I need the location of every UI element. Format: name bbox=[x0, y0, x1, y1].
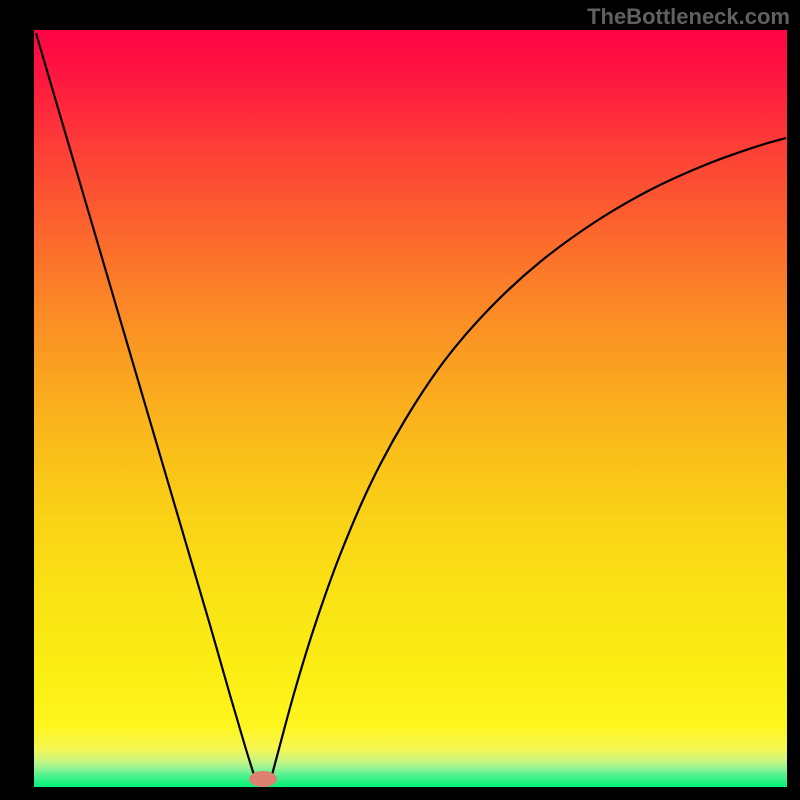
bottleneck-marker bbox=[249, 771, 277, 787]
watermark-text: TheBottleneck.com bbox=[587, 4, 790, 30]
chart-svg bbox=[0, 0, 800, 800]
bottleneck-chart: TheBottleneck.com bbox=[0, 0, 800, 800]
